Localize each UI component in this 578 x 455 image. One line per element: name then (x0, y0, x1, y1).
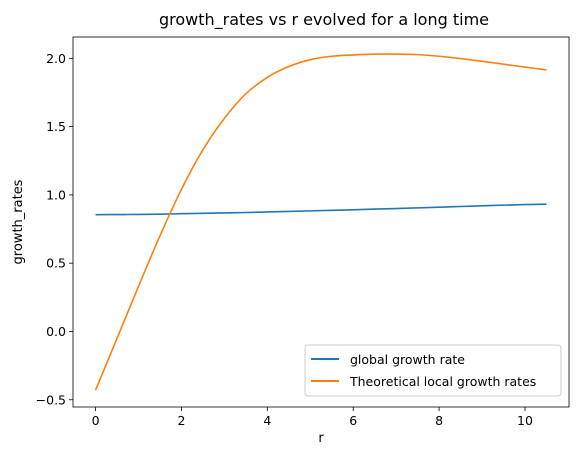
series-layer (94, 53, 547, 391)
x-tick-label: 10 (517, 413, 533, 428)
legend: global growth rate Theoretical local gro… (304, 344, 562, 397)
plot-frame (72, 36, 570, 408)
legend-label-global: global growth rate (350, 352, 465, 367)
legend-label-theoretical: Theoretical local growth rates (349, 374, 536, 389)
y-tick-label: 0.0 (46, 324, 66, 339)
x-tick-label: 6 (349, 413, 357, 428)
x-tick-label: 4 (263, 413, 271, 428)
x-tick-label: 8 (435, 413, 443, 428)
y-tick-label: 1.0 (46, 187, 66, 202)
x-axis-ticks: 0 2 4 6 8 10 (92, 407, 533, 428)
y-tick-label: 0.5 (46, 256, 66, 271)
x-tick-label: 2 (177, 413, 185, 428)
y-axis-ticks: −0.5 0.0 0.5 1.0 1.5 2.0 (36, 51, 73, 407)
y-tick-label: 2.0 (46, 51, 66, 66)
chart-title: growth_rates vs r evolved for a long tim… (159, 10, 489, 30)
x-axis-label: r (318, 431, 324, 446)
y-tick-label: 1.5 (46, 119, 66, 134)
global-growth-rate-line (95, 203, 547, 216)
y-axis-label: growth_rates (11, 179, 26, 264)
theoretical-local-growth-rates-line (94, 53, 547, 391)
plot-area (72, 36, 570, 408)
x-tick-label: 0 (92, 413, 100, 428)
y-tick-label: −0.5 (36, 392, 66, 407)
legend-box (304, 344, 562, 397)
